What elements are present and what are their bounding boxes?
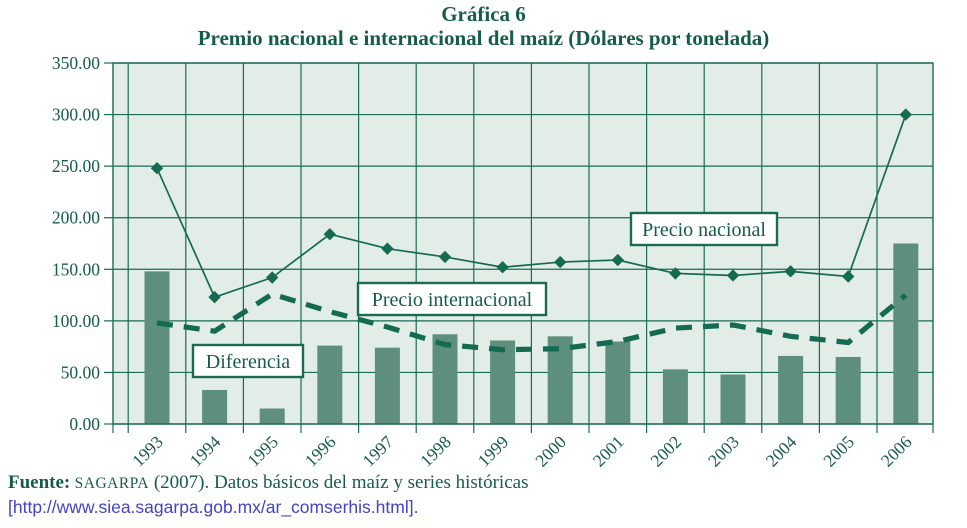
x-tick-label: 2006: [877, 432, 916, 471]
bar-1995: [259, 408, 285, 424]
bar-2005: [835, 356, 861, 424]
bar-1997: [374, 347, 400, 424]
bar-2006: [893, 243, 919, 424]
y-tick-label: 50.00: [61, 362, 101, 382]
x-tick-label: 2000: [531, 432, 570, 471]
bar-1998: [432, 334, 458, 424]
diamond-marker-2001: [611, 253, 624, 267]
x-tick-label: 1998: [416, 432, 455, 471]
series-label-precio-internacional-box: [356, 281, 548, 317]
diamond-marker-2005: [842, 270, 855, 283]
bar-1999: [490, 340, 516, 424]
diamond-marker-1998: [438, 250, 452, 264]
y-tick-label: 300.00: [52, 105, 100, 125]
diamond-marker-1995: [266, 271, 279, 284]
x-tick-label: 1996: [301, 432, 340, 471]
bar-2004: [778, 355, 804, 424]
line-precio-internacional: [156, 291, 908, 353]
series-label-precio-nacional: Precio nacional: [642, 219, 766, 241]
y-tick-label: 250.00: [52, 156, 100, 176]
source-text: (2007). Datos básicos del maíz y series …: [149, 472, 529, 493]
x-tick-label: 1993: [128, 432, 167, 471]
diamond-marker-2002: [669, 267, 682, 280]
diamond-marker-2003: [726, 269, 740, 282]
source-url-link[interactable]: [http://www.siea.sagarpa.gob.mx/ar_comse…: [8, 497, 419, 517]
x-tick-label: 1999: [474, 432, 513, 471]
bar-1993: [144, 271, 170, 424]
series-label-diferencia: Diferencia: [206, 351, 291, 373]
plot-border: [112, 62, 934, 425]
diamond-marker-2006: [899, 108, 912, 121]
bar-1996: [317, 345, 343, 424]
x-tick-label: 2002: [646, 432, 685, 471]
chart-subtitle: Premio nacional e internacional del maíz…: [197, 26, 770, 50]
source-org: SAGARPA: [70, 475, 150, 492]
series-label-precio-internacional: Precio internacional: [372, 289, 533, 311]
diamond-marker-1999: [496, 261, 509, 274]
bar-2001: [605, 341, 631, 424]
line-precio-nacional: [156, 114, 907, 299]
series-label-diferencia-box: [191, 343, 305, 379]
bar-2002: [662, 369, 688, 424]
x-tick-label: 2001: [589, 432, 628, 471]
chart-title: Gráfica 6: [441, 2, 526, 26]
x-tick-label: 2004: [762, 432, 801, 471]
diamond-marker-1997: [381, 242, 394, 255]
source-line: Fuente: SAGARPA (2007). Datos básicos de…: [8, 472, 528, 494]
x-tick-label: 2005: [819, 432, 858, 471]
y-tick-label: 100.00: [52, 311, 100, 331]
series-label-precio-nacional-box: [629, 211, 779, 247]
diamond-marker-2004: [784, 265, 797, 278]
x-tick-label: 1995: [243, 432, 282, 471]
y-tick-label: 200.00: [52, 208, 100, 228]
source-label: Fuente:: [8, 472, 71, 493]
diamond-marker-1994: [208, 290, 221, 304]
y-tick-label: 0.00: [69, 414, 100, 434]
diamond-marker-1993: [150, 162, 164, 175]
x-tick-label: 2003: [704, 432, 743, 471]
x-tick-label: 1997: [358, 432, 397, 471]
diamond-marker-1996: [323, 228, 336, 241]
diamond-marker-2000: [554, 255, 567, 269]
x-tick-label: 1994: [186, 432, 225, 471]
bar-2003: [720, 374, 746, 424]
bar-1994: [202, 389, 228, 424]
y-tick-label: 150.00: [52, 259, 100, 279]
y-tick-label: 350.00: [52, 53, 100, 73]
